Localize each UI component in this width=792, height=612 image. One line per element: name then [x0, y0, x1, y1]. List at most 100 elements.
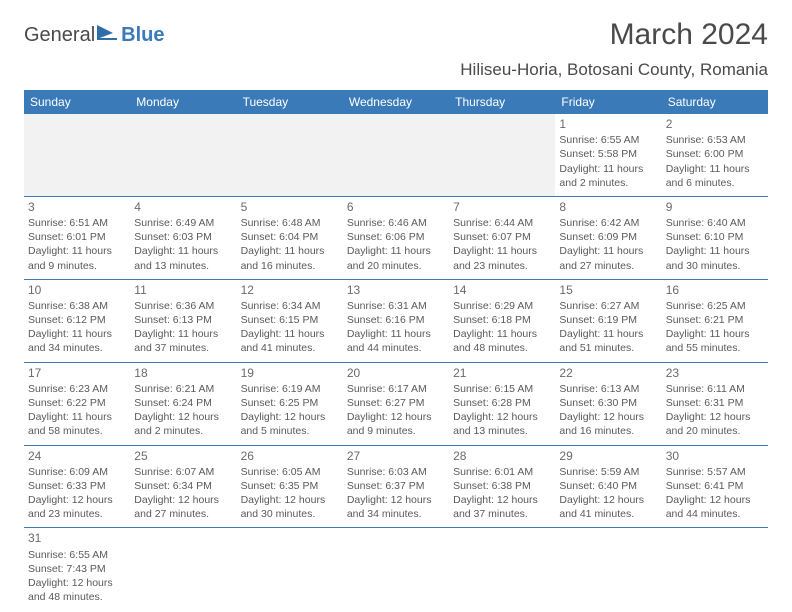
calendar-cell: 1Sunrise: 6:55 AMSunset: 5:58 PMDaylight…: [555, 114, 661, 196]
calendar-cell-empty: [662, 528, 768, 610]
calendar-cell: 28Sunrise: 6:01 AMSunset: 6:38 PMDayligh…: [449, 445, 555, 528]
calendar-cell: 20Sunrise: 6:17 AMSunset: 6:27 PMDayligh…: [343, 362, 449, 445]
sunset-text: Sunset: 6:16 PM: [347, 313, 445, 327]
sunrise-text: Sunrise: 6:53 AM: [666, 133, 764, 147]
daylight-text: Daylight: 12 hours and 27 minutes.: [134, 493, 232, 521]
logo-text-b: Blue: [121, 24, 164, 47]
sunrise-text: Sunrise: 6:44 AM: [453, 216, 551, 230]
sunrise-text: Sunrise: 6:17 AM: [347, 382, 445, 396]
calendar-cell-empty: [343, 114, 449, 196]
sunrise-text: Sunrise: 6:11 AM: [666, 382, 764, 396]
daylight-text: Daylight: 11 hours and 30 minutes.: [666, 244, 764, 272]
calendar-cell: 31Sunrise: 6:55 AMSunset: 7:43 PMDayligh…: [24, 528, 130, 610]
day-number: 2: [666, 116, 764, 132]
sunrise-text: Sunrise: 6:55 AM: [28, 548, 126, 562]
location-label: Hiliseu-Horia, Botosani County, Romania: [460, 60, 768, 80]
calendar-cell: 23Sunrise: 6:11 AMSunset: 6:31 PMDayligh…: [662, 362, 768, 445]
day-number: 7: [453, 199, 551, 215]
sunrise-text: Sunrise: 6:19 AM: [241, 382, 339, 396]
sunset-text: Sunset: 6:10 PM: [666, 230, 764, 244]
sunrise-text: Sunrise: 6:51 AM: [28, 216, 126, 230]
sunrise-text: Sunrise: 6:36 AM: [134, 299, 232, 313]
sunrise-text: Sunrise: 6:05 AM: [241, 465, 339, 479]
calendar-cell-empty: [449, 528, 555, 610]
daylight-text: Daylight: 11 hours and 58 minutes.: [28, 410, 126, 438]
daylight-text: Daylight: 11 hours and 34 minutes.: [28, 327, 126, 355]
daylight-text: Daylight: 12 hours and 23 minutes.: [28, 493, 126, 521]
calendar-cell: 10Sunrise: 6:38 AMSunset: 6:12 PMDayligh…: [24, 279, 130, 362]
day-number: 31: [28, 530, 126, 546]
day-number: 29: [559, 448, 657, 464]
sunrise-text: Sunrise: 6:07 AM: [134, 465, 232, 479]
sunset-text: Sunset: 6:40 PM: [559, 479, 657, 493]
daylight-text: Daylight: 12 hours and 16 minutes.: [559, 410, 657, 438]
sunset-text: Sunset: 6:07 PM: [453, 230, 551, 244]
sunrise-text: Sunrise: 6:46 AM: [347, 216, 445, 230]
flag-icon: [97, 24, 119, 47]
daylight-text: Daylight: 12 hours and 20 minutes.: [666, 410, 764, 438]
day-number: 8: [559, 199, 657, 215]
calendar-cell: 5Sunrise: 6:48 AMSunset: 6:04 PMDaylight…: [237, 196, 343, 279]
calendar-cell-empty: [24, 114, 130, 196]
calendar-week: 17Sunrise: 6:23 AMSunset: 6:22 PMDayligh…: [24, 362, 768, 445]
day-header: Sunday: [24, 90, 130, 114]
calendar-cell: 19Sunrise: 6:19 AMSunset: 6:25 PMDayligh…: [237, 362, 343, 445]
sunrise-text: Sunrise: 6:29 AM: [453, 299, 551, 313]
calendar-cell: 29Sunrise: 5:59 AMSunset: 6:40 PMDayligh…: [555, 445, 661, 528]
calendar-body: 1Sunrise: 6:55 AMSunset: 5:58 PMDaylight…: [24, 114, 768, 610]
daylight-text: Daylight: 12 hours and 37 minutes.: [453, 493, 551, 521]
calendar-cell: 7Sunrise: 6:44 AMSunset: 6:07 PMDaylight…: [449, 196, 555, 279]
sunrise-text: Sunrise: 6:42 AM: [559, 216, 657, 230]
calendar-cell: 16Sunrise: 6:25 AMSunset: 6:21 PMDayligh…: [662, 279, 768, 362]
daylight-text: Daylight: 11 hours and 44 minutes.: [347, 327, 445, 355]
day-header-row: SundayMondayTuesdayWednesdayThursdayFrid…: [24, 90, 768, 114]
sunrise-text: Sunrise: 6:23 AM: [28, 382, 126, 396]
calendar-week: 3Sunrise: 6:51 AMSunset: 6:01 PMDaylight…: [24, 196, 768, 279]
header: General Blue March 2024 Hiliseu-Horia, B…: [24, 18, 768, 86]
calendar-cell: 26Sunrise: 6:05 AMSunset: 6:35 PMDayligh…: [237, 445, 343, 528]
sunset-text: Sunset: 6:24 PM: [134, 396, 232, 410]
sunset-text: Sunset: 6:37 PM: [347, 479, 445, 493]
sunset-text: Sunset: 6:21 PM: [666, 313, 764, 327]
sunset-text: Sunset: 6:19 PM: [559, 313, 657, 327]
sunrise-text: Sunrise: 6:48 AM: [241, 216, 339, 230]
daylight-text: Daylight: 11 hours and 23 minutes.: [453, 244, 551, 272]
calendar-cell: 12Sunrise: 6:34 AMSunset: 6:15 PMDayligh…: [237, 279, 343, 362]
sunrise-text: Sunrise: 6:34 AM: [241, 299, 339, 313]
day-number: 12: [241, 282, 339, 298]
daylight-text: Daylight: 11 hours and 20 minutes.: [347, 244, 445, 272]
sunset-text: Sunset: 6:34 PM: [134, 479, 232, 493]
day-number: 16: [666, 282, 764, 298]
calendar-cell-empty: [130, 114, 236, 196]
sunrise-text: Sunrise: 6:25 AM: [666, 299, 764, 313]
calendar-week: 1Sunrise: 6:55 AMSunset: 5:58 PMDaylight…: [24, 114, 768, 196]
calendar-week: 31Sunrise: 6:55 AMSunset: 7:43 PMDayligh…: [24, 528, 768, 610]
daylight-text: Daylight: 11 hours and 6 minutes.: [666, 162, 764, 190]
daylight-text: Daylight: 12 hours and 34 minutes.: [347, 493, 445, 521]
day-number: 10: [28, 282, 126, 298]
daylight-text: Daylight: 12 hours and 30 minutes.: [241, 493, 339, 521]
day-number: 21: [453, 365, 551, 381]
calendar-cell-empty: [555, 528, 661, 610]
sunset-text: Sunset: 6:35 PM: [241, 479, 339, 493]
day-number: 23: [666, 365, 764, 381]
daylight-text: Daylight: 11 hours and 13 minutes.: [134, 244, 232, 272]
daylight-text: Daylight: 12 hours and 13 minutes.: [453, 410, 551, 438]
calendar-head: SundayMondayTuesdayWednesdayThursdayFrid…: [24, 90, 768, 114]
calendar-cell: 27Sunrise: 6:03 AMSunset: 6:37 PMDayligh…: [343, 445, 449, 528]
day-number: 24: [28, 448, 126, 464]
sunrise-text: Sunrise: 6:09 AM: [28, 465, 126, 479]
sunset-text: Sunset: 5:58 PM: [559, 147, 657, 161]
title-block: March 2024 Hiliseu-Horia, Botosani Count…: [460, 18, 768, 86]
calendar-cell: 21Sunrise: 6:15 AMSunset: 6:28 PMDayligh…: [449, 362, 555, 445]
day-number: 27: [347, 448, 445, 464]
sunset-text: Sunset: 6:15 PM: [241, 313, 339, 327]
calendar-cell: 8Sunrise: 6:42 AMSunset: 6:09 PMDaylight…: [555, 196, 661, 279]
calendar-cell: 17Sunrise: 6:23 AMSunset: 6:22 PMDayligh…: [24, 362, 130, 445]
calendar-cell: 9Sunrise: 6:40 AMSunset: 6:10 PMDaylight…: [662, 196, 768, 279]
daylight-text: Daylight: 11 hours and 37 minutes.: [134, 327, 232, 355]
sunrise-text: Sunrise: 6:31 AM: [347, 299, 445, 313]
day-header: Monday: [130, 90, 236, 114]
sunset-text: Sunset: 6:27 PM: [347, 396, 445, 410]
day-number: 14: [453, 282, 551, 298]
